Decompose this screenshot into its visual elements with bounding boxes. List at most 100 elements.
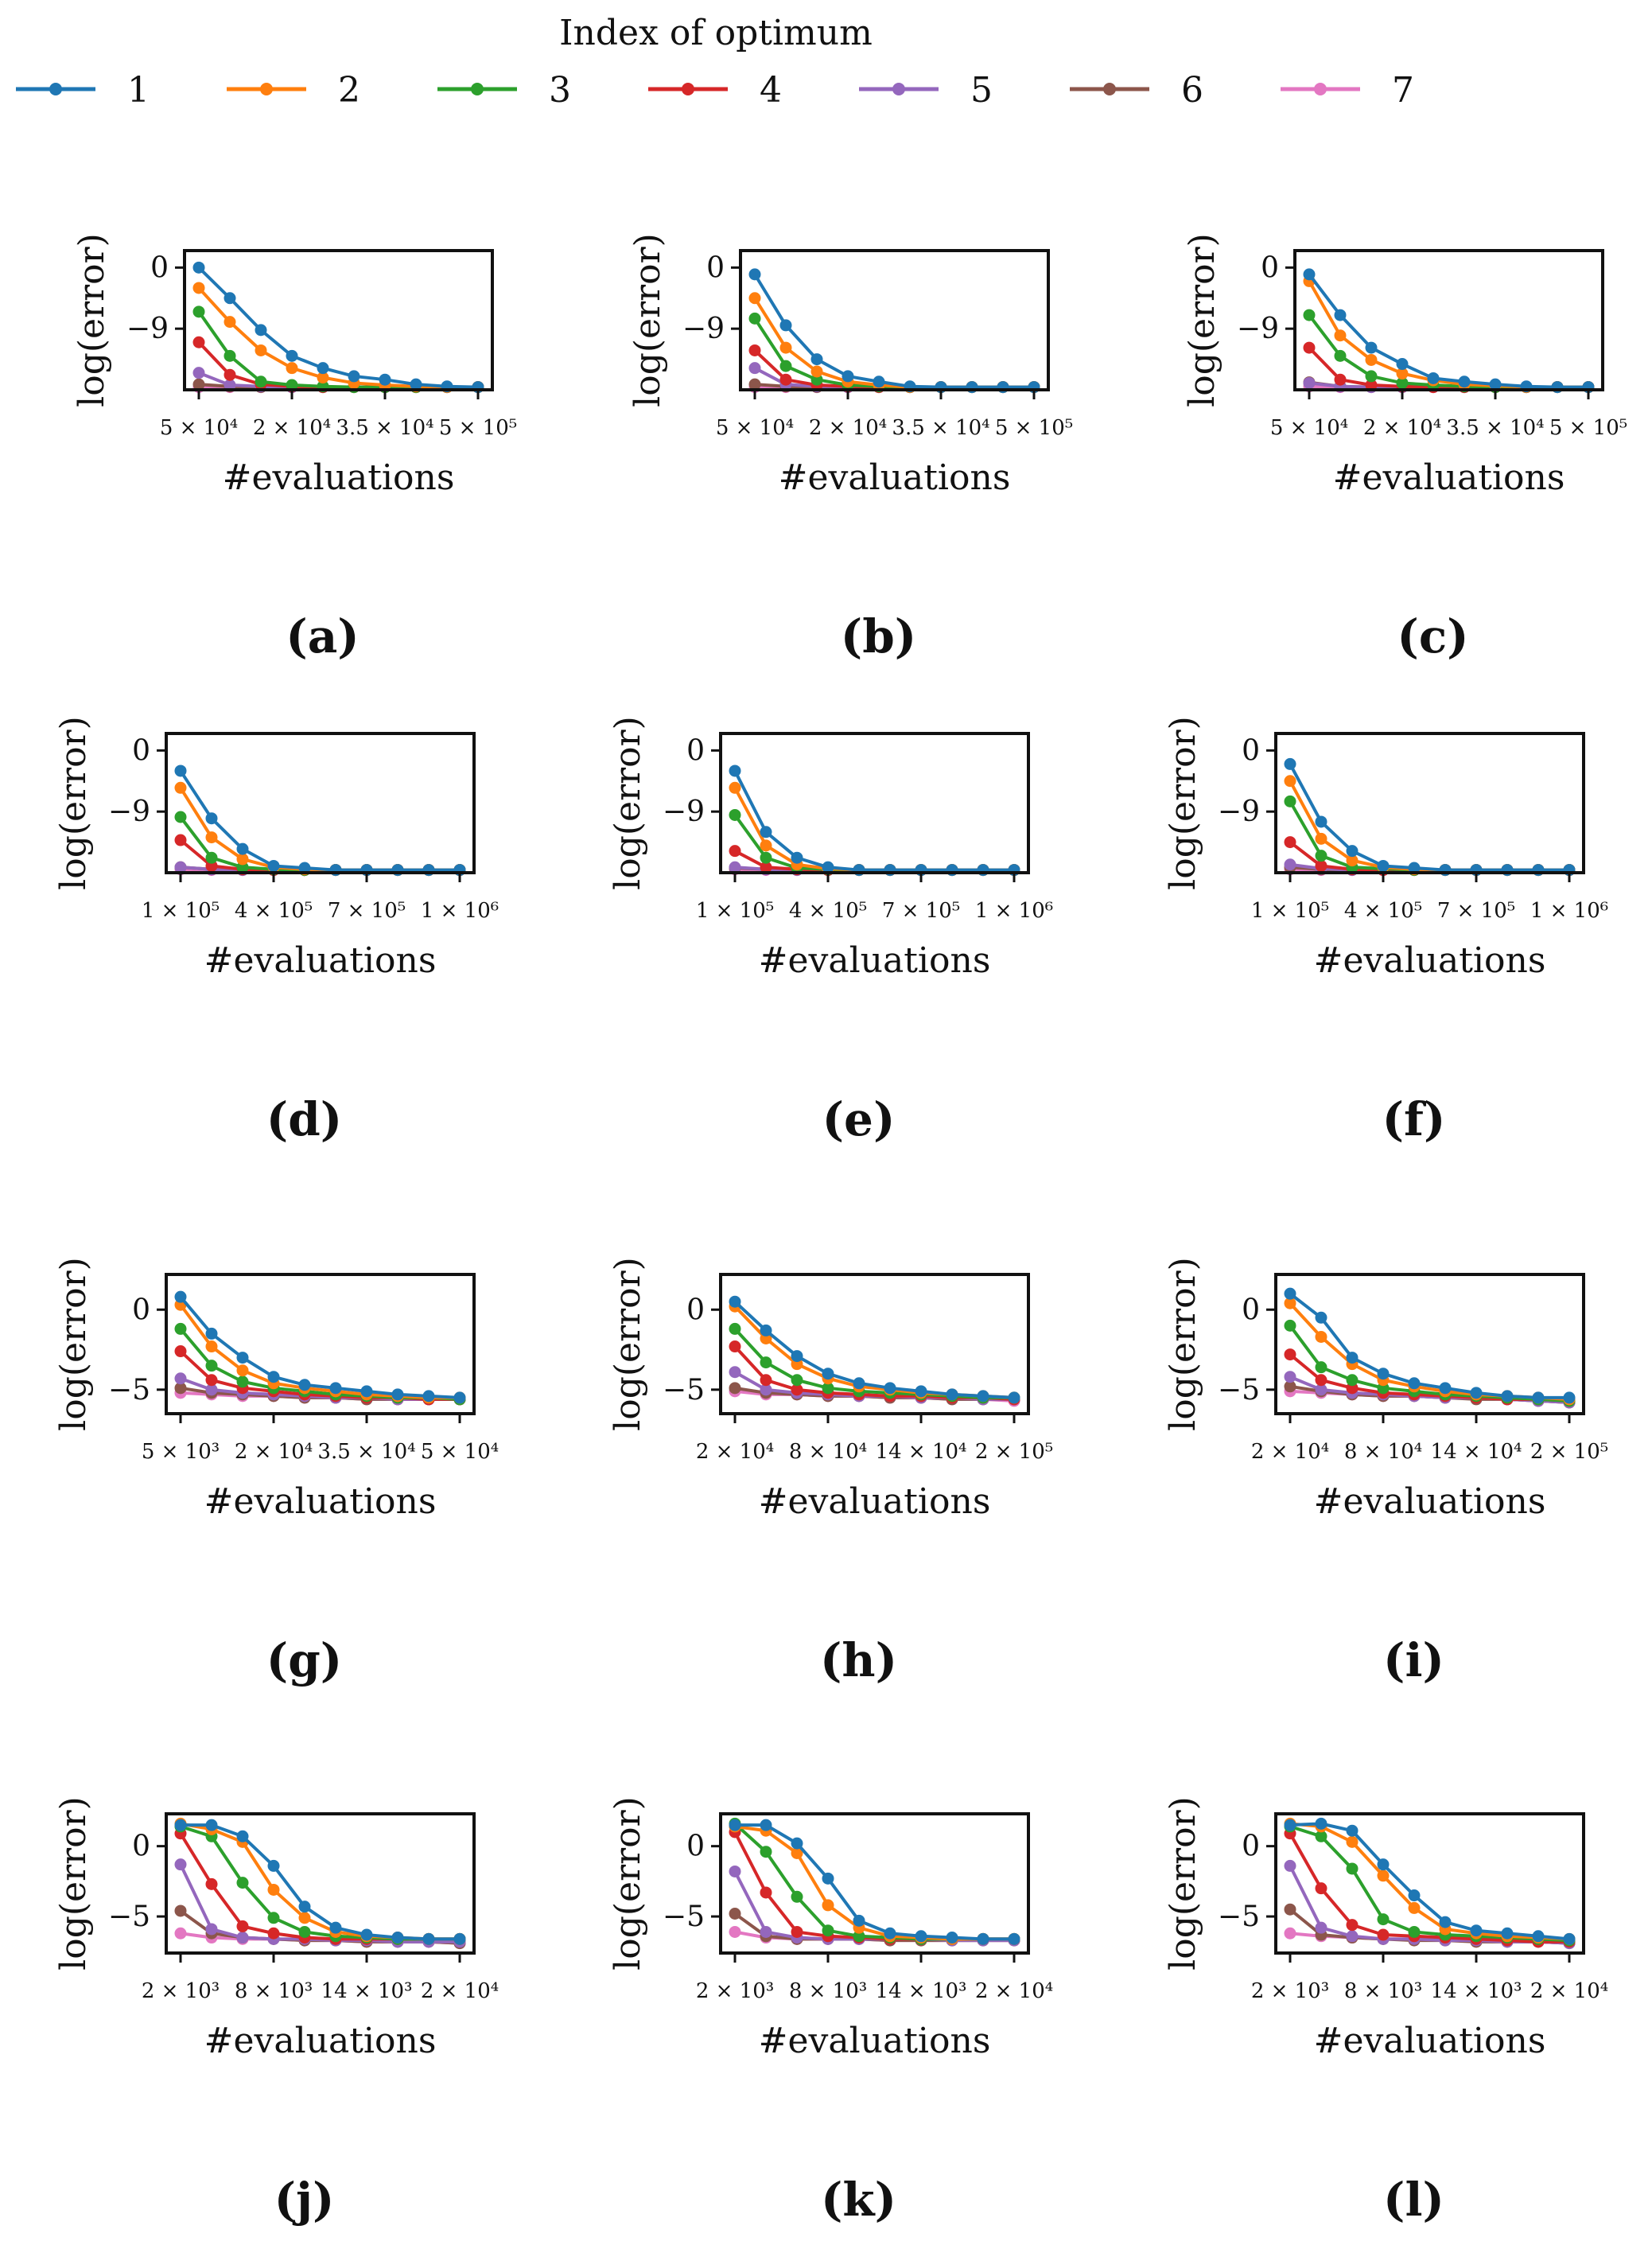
data-point bbox=[267, 1912, 280, 1924]
data-point bbox=[760, 839, 772, 852]
plot-frame bbox=[165, 1812, 476, 1955]
legend-marker-3 bbox=[471, 83, 484, 95]
data-point bbox=[1365, 353, 1378, 366]
data-point bbox=[1315, 1311, 1327, 1324]
data-point bbox=[729, 1322, 741, 1335]
panel-b: 0 −9 5 × 10⁴ 2 × 10⁴ 3.5 × 10⁴ 5 × 10⁵ #evalua… bbox=[628, 233, 1073, 663]
y-axis-label: log(error) bbox=[53, 1257, 94, 1431]
data-point bbox=[224, 316, 236, 329]
series-line-4 bbox=[1289, 1832, 1569, 1943]
data-point bbox=[915, 1930, 927, 1943]
series-line-1 bbox=[735, 1823, 1014, 1941]
data-point bbox=[329, 1921, 342, 1934]
data-point bbox=[1303, 309, 1316, 321]
x-tick-label: 8 × 10³ bbox=[1344, 1979, 1422, 2003]
panel-label: (a) bbox=[286, 609, 359, 663]
panel-c: 0 −9 5 × 10⁴ 2 × 10⁴ 3.5 × 10⁴ 5 × 10⁵ #evalua… bbox=[1182, 233, 1627, 663]
data-point bbox=[391, 1388, 404, 1401]
data-point bbox=[205, 1360, 218, 1372]
data-point bbox=[1303, 268, 1316, 281]
data-point bbox=[884, 1927, 896, 1940]
data-point bbox=[174, 1927, 187, 1940]
x-tick-label: 5 × 10⁴ bbox=[160, 416, 238, 440]
data-point bbox=[1284, 757, 1296, 770]
x-tick-label: 2 × 10⁴ bbox=[975, 1979, 1053, 2003]
data-point bbox=[1315, 1330, 1327, 1343]
x-tick-label: 2 × 10³ bbox=[696, 1979, 774, 2003]
series-line-1 bbox=[181, 1823, 460, 1941]
data-point bbox=[1365, 379, 1378, 391]
y-tick-label: 0 bbox=[686, 1294, 705, 1326]
data-point bbox=[853, 1930, 865, 1943]
data-point bbox=[1346, 1862, 1359, 1875]
panel-g: 0 −5 5 × 10³ 2 × 10⁴ 3.5 × 10⁴ 5 × 10⁴ #evalua… bbox=[53, 1257, 499, 1687]
data-point bbox=[729, 845, 741, 858]
data-point bbox=[1346, 1824, 1359, 1837]
data-point bbox=[422, 1390, 435, 1403]
data-point bbox=[1563, 1932, 1576, 1945]
x-tick-label: 1 × 10⁵ bbox=[1251, 899, 1329, 923]
x-tick-label: 3.5 × 10⁴ bbox=[1446, 416, 1544, 440]
x-tick-label: 7 × 10⁵ bbox=[328, 899, 406, 923]
data-point bbox=[760, 861, 772, 873]
x-axis-label: #evaluations bbox=[204, 2021, 437, 2061]
data-point bbox=[760, 1374, 772, 1387]
data-point bbox=[1470, 1924, 1483, 1937]
data-point bbox=[1346, 1919, 1359, 1932]
data-point bbox=[205, 1374, 218, 1387]
panel-label: (e) bbox=[822, 1092, 896, 1146]
x-tick-label: 2 × 10⁴ bbox=[809, 416, 887, 440]
data-point bbox=[255, 344, 267, 356]
y-tick-label: 0 bbox=[706, 251, 725, 284]
data-point bbox=[1284, 1297, 1296, 1309]
data-point bbox=[760, 1324, 772, 1336]
y-axis-label: log(error) bbox=[1163, 1796, 1203, 1971]
data-point bbox=[1439, 1382, 1452, 1395]
x-tick-label: 14 × 10³ bbox=[321, 1979, 413, 2003]
data-point bbox=[391, 1932, 404, 1944]
data-point bbox=[236, 842, 249, 855]
data-point bbox=[360, 1385, 373, 1398]
legend-marker-4 bbox=[682, 83, 694, 95]
data-point bbox=[1284, 1927, 1296, 1940]
panel-e: 0 −9 1 × 10⁵ 4 × 10⁵ 7 × 10⁵ 1 × 10⁶ #evaluati… bbox=[608, 716, 1053, 1146]
data-point bbox=[1377, 859, 1390, 872]
data-point bbox=[236, 1932, 249, 1944]
data-point bbox=[174, 1905, 187, 1917]
data-point bbox=[1396, 368, 1409, 380]
data-point bbox=[1377, 1913, 1390, 1926]
data-point bbox=[760, 1925, 772, 1938]
x-tick-label: 2 × 10⁴ bbox=[421, 1979, 499, 2003]
data-point bbox=[1396, 358, 1409, 371]
x-tick-label: 1 × 10⁶ bbox=[421, 899, 499, 923]
data-point bbox=[410, 378, 422, 391]
y-tick-label: −5 bbox=[1218, 1374, 1260, 1407]
data-point bbox=[1284, 836, 1296, 849]
data-point bbox=[360, 1928, 373, 1941]
data-point bbox=[1315, 859, 1327, 872]
data-point bbox=[205, 1383, 218, 1396]
x-tick-label: 7 × 10⁵ bbox=[882, 899, 960, 923]
y-tick-label: 0 bbox=[1242, 1294, 1260, 1326]
data-point bbox=[1532, 1930, 1545, 1943]
data-point bbox=[729, 1819, 741, 1831]
data-point bbox=[267, 1927, 280, 1940]
data-point bbox=[286, 362, 298, 375]
data-point bbox=[729, 861, 741, 873]
panel-label: (f) bbox=[1382, 1092, 1446, 1146]
legend-item-3: 3 bbox=[437, 70, 571, 111]
series-line-1 bbox=[1308, 273, 1588, 389]
panel-h: 0 −5 2 × 10⁴ 8 × 10⁴ 14 × 10⁴ 2 × 10⁵ #evaluat… bbox=[608, 1257, 1053, 1687]
legend-label-4: 4 bbox=[760, 70, 782, 111]
legend-label-7: 7 bbox=[1392, 70, 1414, 111]
y-tick-label: −9 bbox=[1218, 796, 1260, 828]
data-point bbox=[224, 368, 236, 381]
x-axis-label: #evaluations bbox=[204, 1481, 437, 1522]
panel-label: (c) bbox=[1397, 609, 1468, 663]
legend-marker-6 bbox=[1103, 83, 1116, 95]
series-line-2 bbox=[753, 297, 1034, 389]
data-point bbox=[1377, 1870, 1390, 1882]
data-point bbox=[1284, 858, 1296, 871]
series-line-1 bbox=[733, 1300, 1015, 1399]
legend-marker-1 bbox=[49, 83, 62, 95]
